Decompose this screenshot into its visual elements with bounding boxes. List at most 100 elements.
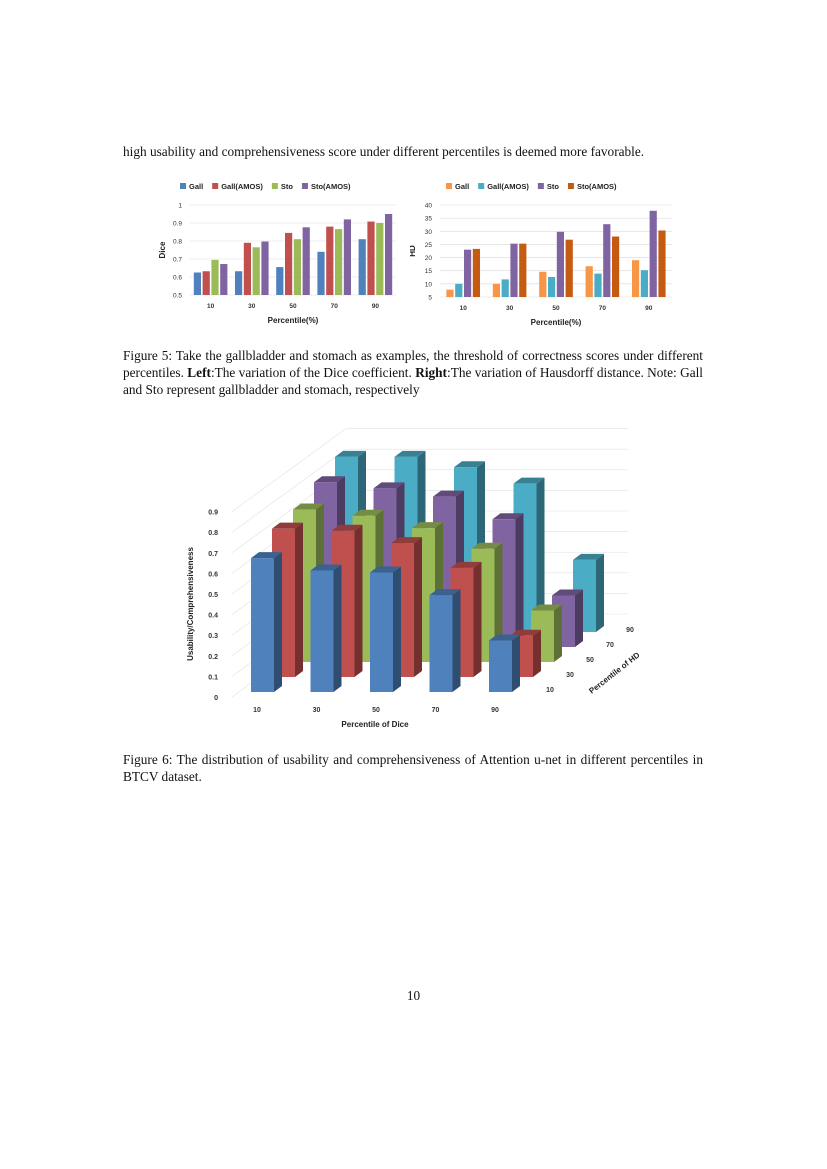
depth-tick-label: 50: [586, 657, 594, 664]
y-tick-label: 35: [425, 216, 433, 223]
x-tick-label: 10: [460, 305, 468, 312]
hd-bar-chart: 5 10 15 20 25 30 35 40 10 30 50 70 90 Percentile(%) HD…: [410, 182, 672, 327]
legend-label: Sto(AMOS): [311, 182, 351, 191]
bar-stoamos: [612, 236, 620, 297]
bar-sto: [252, 247, 260, 295]
bar-gallamos: [594, 273, 602, 297]
bar-3d: [370, 572, 393, 692]
bar-side: [494, 542, 503, 662]
usability-3d-bar-chart: 0 0.1 0.2 0.3 0.4 0.5 0.6 0.7 0.8 0.9 10 30 50 70 90 10…: [186, 428, 642, 729]
y-tick-label: 0.8: [208, 530, 218, 537]
bar-sto: [464, 249, 472, 297]
bar-side: [536, 477, 545, 632]
bar-gall: [358, 239, 366, 295]
bar-side: [393, 566, 401, 692]
x-tick-label: 10: [253, 707, 261, 714]
caption-text: Figure 5: Take the gallbladder and stoma…: [123, 348, 703, 380]
x-axis-label: Percentile of Dice: [341, 720, 409, 729]
legend-label: Gall(AMOS): [221, 182, 263, 191]
figure5-caption: Figure 5: Take the gallbladder and stoma…: [123, 347, 703, 398]
y-tick-label: 0.6: [173, 275, 182, 282]
bar-gallamos: [501, 279, 509, 297]
bar-sto: [649, 210, 657, 297]
bar-top: [429, 589, 461, 596]
bar-top: [331, 524, 363, 531]
depth-axis-label: Percentile of HD: [587, 650, 641, 695]
y-tick-label: 0.8: [173, 239, 182, 246]
bar-top: [489, 634, 520, 641]
legend-label: Sto(AMOS): [577, 182, 617, 191]
bar-top: [251, 552, 282, 559]
depth-tick-label: 10: [546, 687, 554, 694]
bar-side: [452, 589, 461, 692]
bar-stoamos: [385, 214, 393, 295]
bar-gall: [585, 266, 593, 297]
y-tick-label: 0.7: [208, 551, 218, 558]
bar-sto: [556, 231, 564, 297]
body-text: high usability and comprehensiveness sco…: [123, 144, 645, 159]
legend-swatch: [212, 183, 219, 189]
x-tick-label: 90: [645, 305, 653, 312]
bar-stoamos: [302, 227, 310, 295]
y-tick-label: 0.5: [173, 293, 182, 300]
bar-sto: [335, 229, 343, 295]
depth-tick-label: 70: [606, 642, 614, 649]
page-number: 10: [406, 988, 421, 1003]
caption-text: :The variation of the Dice coefficient.: [210, 365, 416, 380]
legend-label: Sto: [547, 182, 560, 191]
bar-top: [492, 513, 524, 520]
bar-gallamos: [243, 242, 251, 295]
y-tick-label: 0.7: [173, 257, 182, 264]
bar-sto: [376, 223, 384, 295]
x-tick-label: 70: [432, 707, 440, 714]
y-tick-label: 5: [428, 295, 432, 302]
x-tick-label: 50: [372, 707, 380, 714]
y-tick-label: 0.3: [208, 633, 218, 640]
bar-top: [394, 450, 426, 457]
bar-top: [373, 482, 405, 489]
bar-gall: [235, 271, 243, 295]
legend-swatch: [537, 183, 544, 189]
y-tick-label: 0.5: [208, 592, 218, 599]
bar-top: [391, 537, 422, 544]
bar-top: [335, 450, 366, 457]
bar-gallamos: [202, 271, 210, 295]
bar-side: [473, 561, 482, 677]
bar-top: [513, 477, 545, 484]
bar-gallamos: [367, 221, 375, 295]
y-tick-label: 30: [425, 229, 433, 236]
bar-3d: [251, 558, 274, 692]
bar-top: [352, 509, 384, 516]
bar-stoamos: [519, 243, 527, 297]
bar-sto: [211, 259, 219, 295]
legend-swatch: [180, 183, 186, 189]
caption-left-bold: Left: [187, 365, 211, 380]
bar-top: [310, 564, 342, 571]
bar-3d: [489, 640, 512, 692]
bar-gall: [276, 267, 284, 295]
y-tick-label: 40: [425, 203, 433, 210]
y-tick-label: 0.1: [208, 674, 218, 681]
y-tick-label: 1: [178, 203, 182, 210]
depth-tick-label: 90: [626, 627, 634, 634]
bar-top: [552, 589, 583, 596]
bar-top: [314, 476, 345, 483]
x-tick-label: 50: [289, 303, 297, 310]
bar-gallamos: [640, 270, 648, 297]
bar-top: [510, 629, 541, 636]
bar-gall: [317, 251, 325, 295]
depth-tick-label: 30: [566, 672, 574, 679]
bar-top: [293, 503, 324, 510]
bar-gall: [193, 272, 201, 295]
bar-side: [354, 524, 363, 677]
bar-gall: [446, 289, 454, 297]
bar-gall: [492, 283, 500, 297]
y-tick-label: 0.2: [208, 654, 218, 661]
x-tick-label: 30: [248, 303, 256, 310]
x-tick-label: 90: [372, 303, 380, 310]
bar-side: [414, 537, 422, 677]
y-tick-label: 0.9: [208, 510, 218, 517]
x-tick-label: 30: [506, 305, 514, 312]
bar-3d: [429, 595, 453, 692]
x-tick-label: 10: [207, 303, 215, 310]
